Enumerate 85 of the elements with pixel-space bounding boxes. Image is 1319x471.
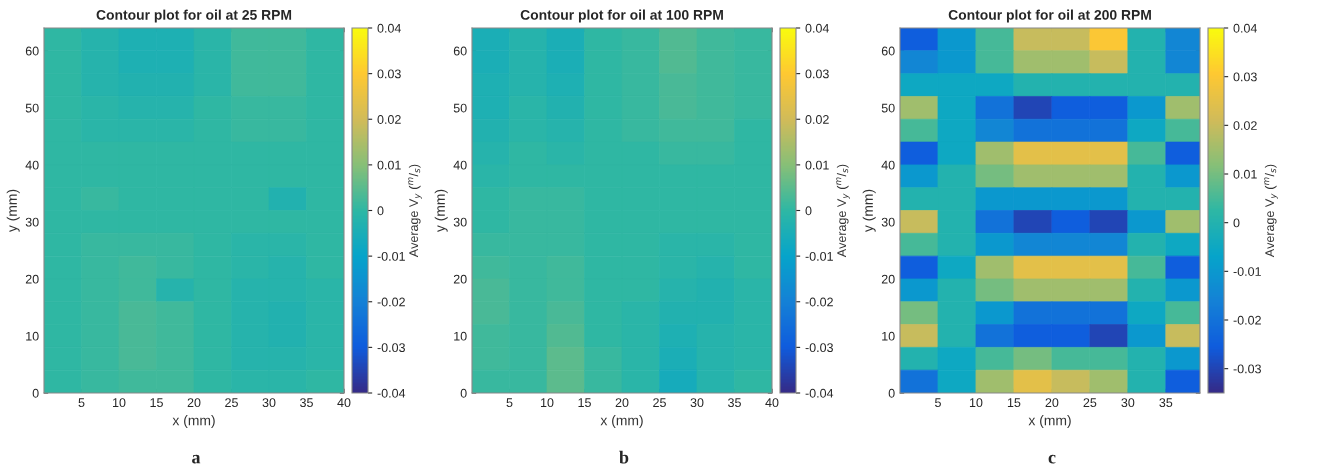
y-tick-label: 40 <box>453 160 467 170</box>
y-tick-label: 20 <box>453 274 467 284</box>
x-axis-title: x (mm) <box>172 415 215 429</box>
y-tick-label: 10 <box>882 331 895 341</box>
color-bar-label: -0.03 <box>1233 364 1261 374</box>
color-bar-label: -0.04 <box>805 388 834 398</box>
x-tick-label: 5 <box>506 398 513 408</box>
color-bar-label: -0.02 <box>1233 315 1261 325</box>
x-tick-label: 15 <box>150 398 163 408</box>
color-bar-title: Average V$_{y}$ ($^{m}$/$_{s}$) <box>836 164 850 258</box>
color-bar-label: 0.04 <box>377 23 401 33</box>
y-tick-label: 10 <box>454 331 467 341</box>
x-tick-label: 25 <box>225 398 238 408</box>
x-tick-label: 30 <box>262 398 276 408</box>
text: b <box>619 450 629 464</box>
x-axis-title: x (mm) <box>1028 415 1071 429</box>
x-tick-label: 30 <box>1121 398 1135 408</box>
x-tick-label: 10 <box>113 398 126 408</box>
color-bar-label: 0 <box>805 206 812 216</box>
x-tick-label: 5 <box>78 398 85 408</box>
y-tick-label: 30 <box>25 217 39 227</box>
y-tick-label: 60 <box>25 46 39 56</box>
color-bar-label: -0.03 <box>805 343 833 353</box>
color-bar-title: Average V$_{y}$ ($^{m}$/$_{s}$) <box>408 164 422 258</box>
x-tick-label: 10 <box>969 398 983 408</box>
y-tick-label: 50 <box>25 103 39 113</box>
color-bar-label: 0.03 <box>1233 72 1257 82</box>
text: a <box>192 454 201 464</box>
y-tick-label: 0 <box>32 388 39 398</box>
x-tick-label: 20 <box>1045 398 1059 408</box>
y-axis-title: y (mm) <box>434 189 448 233</box>
x-tick-label: 35 <box>300 398 313 408</box>
color-bar-label: 0.02 <box>805 115 829 124</box>
x-tick-label: 10 <box>541 398 554 408</box>
x-tick-label: 15 <box>1007 398 1021 408</box>
color-bar-label: 0.01 <box>805 160 829 170</box>
color-bar-label: -0.02 <box>377 297 405 307</box>
x-tick-label: 35 <box>728 398 741 408</box>
y-tick-label: 40 <box>881 160 895 170</box>
y-tick-label: 50 <box>453 103 467 113</box>
color-bar-label: 0.01 <box>377 160 401 170</box>
y-tick-label: 40 <box>25 160 39 170</box>
y-tick-label: 20 <box>881 274 895 284</box>
x-tick-label: 25 <box>1083 398 1097 408</box>
color-bar-label: 0.01 <box>1233 169 1257 179</box>
color-bar-label: -0.02 <box>805 297 833 307</box>
y-tick-label: 0 <box>888 388 895 398</box>
y-axis-title: y (mm) <box>862 189 876 233</box>
color-bar-label: 0 <box>1233 218 1240 228</box>
chart-title: Contour plot for oil at 200 RPM <box>948 9 1151 23</box>
x-tick-label: 20 <box>615 398 629 408</box>
color-bar-label: -0.01 <box>1233 267 1261 276</box>
color-bar-label: 0.04 <box>805 23 829 33</box>
chart-title: Contour plot for oil at 25 RPM <box>96 9 292 23</box>
color-bar-label: 0.04 <box>1233 23 1257 33</box>
x-tick-label: 30 <box>690 398 704 408</box>
y-tick-label: 20 <box>25 274 39 284</box>
y-tick-label: 50 <box>881 103 895 113</box>
y-tick-label: 30 <box>453 217 467 227</box>
x-tick-label: 20 <box>187 398 201 408</box>
y-tick-label: 60 <box>881 46 895 56</box>
color-bar-label: 0.03 <box>377 69 401 79</box>
chart-title: Contour plot for oil at 100 RPM <box>520 9 723 23</box>
color-bar-label: 0.03 <box>805 69 829 79</box>
color-bar-label: -0.01 <box>377 251 405 261</box>
y-tick-label: 60 <box>453 46 467 56</box>
color-bar-label: 0 <box>377 206 384 216</box>
x-axis-title: x (mm) <box>600 415 643 429</box>
x-tick-label: 25 <box>653 398 666 408</box>
color-bar-label: -0.03 <box>377 343 405 353</box>
y-tick-label: 0 <box>460 388 467 398</box>
text: c <box>1048 454 1056 464</box>
y-tick-label: 10 <box>26 331 39 341</box>
color-bar-label: 0.02 <box>1233 121 1257 130</box>
color-bar-title: Average V$_{y}$ ($^{m}$/$_{s}$) <box>1264 164 1278 258</box>
color-bar-label: 0.02 <box>377 115 401 124</box>
x-tick-label: 15 <box>578 398 591 408</box>
x-tick-label: 40 <box>765 398 779 408</box>
x-tick-label: 5 <box>935 398 941 408</box>
y-tick-label: 30 <box>881 217 895 227</box>
y-axis-title: y (mm) <box>6 189 20 233</box>
color-bar-label: -0.04 <box>377 388 406 398</box>
x-tick-label: 35 <box>1159 398 1173 408</box>
color-bar-label: -0.01 <box>805 251 833 261</box>
x-tick-label: 40 <box>337 398 351 408</box>
